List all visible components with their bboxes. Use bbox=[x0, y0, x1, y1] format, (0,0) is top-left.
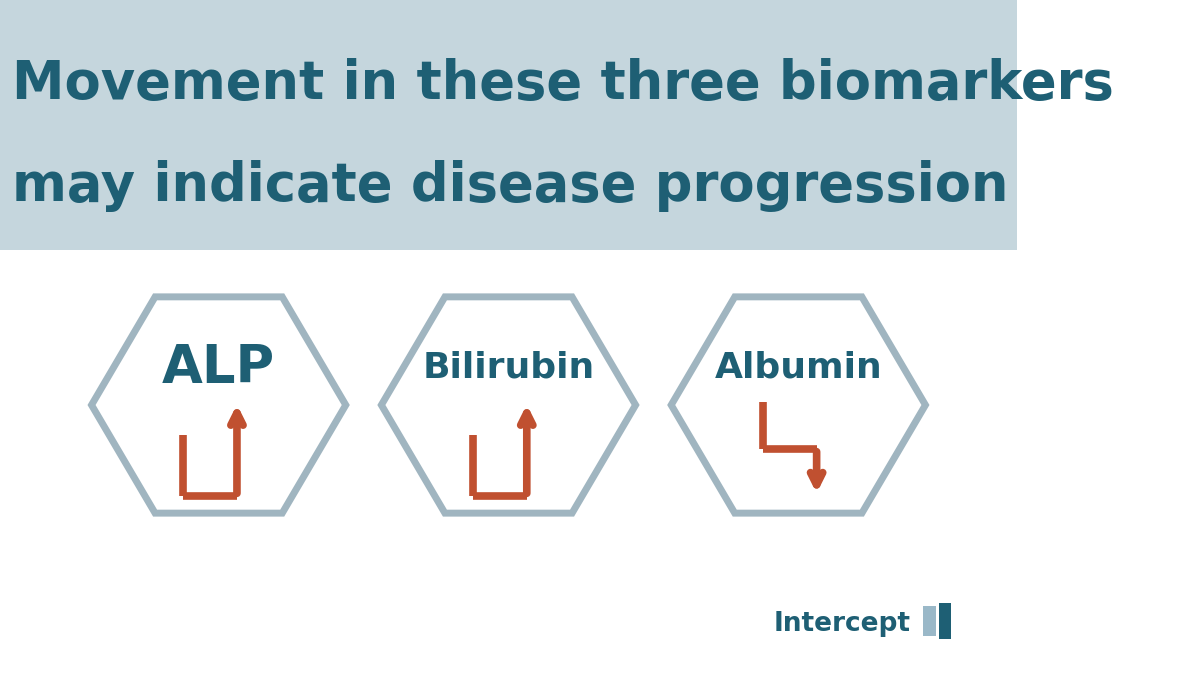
Bar bbox=[938, 603, 950, 639]
Text: Intercept: Intercept bbox=[773, 612, 910, 637]
Text: ALP: ALP bbox=[162, 342, 275, 394]
Text: Bilirubin: Bilirubin bbox=[422, 351, 595, 385]
Bar bbox=[924, 606, 936, 636]
Text: Movement in these three biomarkers: Movement in these three biomarkers bbox=[12, 58, 1114, 111]
FancyBboxPatch shape bbox=[0, 0, 1016, 250]
Text: Albumin: Albumin bbox=[714, 351, 882, 385]
Text: may indicate disease progression: may indicate disease progression bbox=[12, 159, 1009, 212]
